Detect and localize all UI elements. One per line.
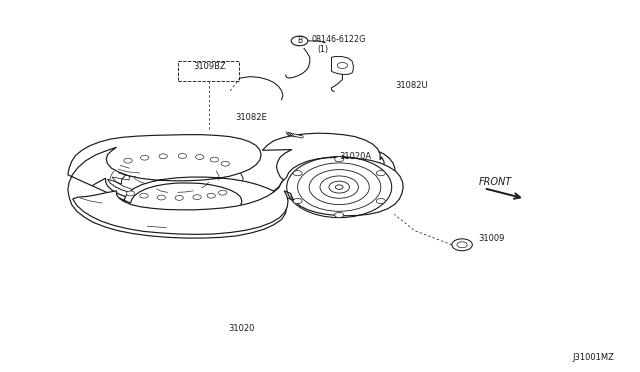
Text: 08146-6122G: 08146-6122G — [311, 35, 365, 44]
Polygon shape — [332, 57, 353, 74]
Circle shape — [193, 195, 201, 199]
Text: 31082U: 31082U — [396, 81, 428, 90]
Polygon shape — [68, 135, 287, 238]
Text: 3109BZ: 3109BZ — [193, 62, 227, 71]
Polygon shape — [72, 145, 395, 230]
Circle shape — [140, 193, 148, 198]
Circle shape — [210, 157, 219, 162]
Circle shape — [376, 198, 385, 204]
Text: FRONT: FRONT — [479, 177, 512, 187]
Text: (1): (1) — [317, 45, 328, 54]
Circle shape — [293, 198, 302, 204]
Circle shape — [175, 195, 184, 200]
Circle shape — [207, 193, 215, 198]
Circle shape — [335, 157, 344, 162]
Text: 31082E: 31082E — [236, 113, 268, 122]
Circle shape — [196, 155, 204, 159]
Text: 31009: 31009 — [479, 234, 505, 243]
Circle shape — [178, 153, 187, 158]
Text: B: B — [297, 36, 302, 45]
Circle shape — [221, 161, 229, 166]
Polygon shape — [262, 133, 384, 190]
Circle shape — [218, 190, 227, 195]
Text: 31020: 31020 — [228, 324, 255, 333]
Text: 31020A: 31020A — [339, 152, 371, 161]
Circle shape — [159, 154, 168, 158]
Circle shape — [376, 170, 385, 176]
Text: J31001MZ: J31001MZ — [573, 353, 614, 362]
Circle shape — [452, 239, 472, 251]
Circle shape — [335, 212, 344, 218]
Polygon shape — [108, 161, 243, 198]
Circle shape — [141, 155, 149, 160]
Circle shape — [291, 36, 308, 46]
Circle shape — [124, 158, 132, 163]
Circle shape — [127, 191, 135, 196]
Polygon shape — [288, 163, 390, 211]
Circle shape — [157, 195, 165, 200]
Circle shape — [293, 170, 302, 176]
Polygon shape — [73, 157, 403, 234]
